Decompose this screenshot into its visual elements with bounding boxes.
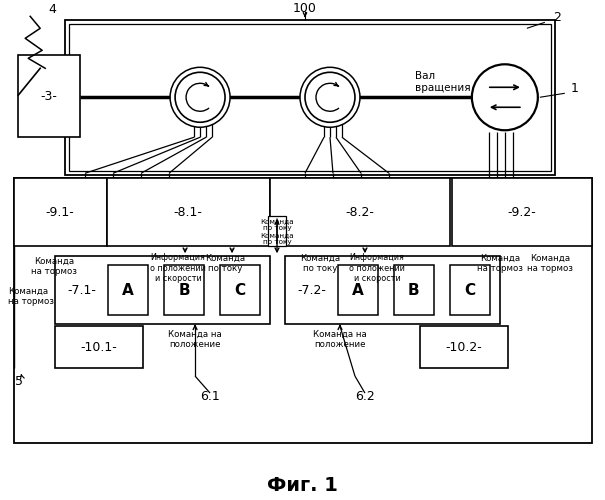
Text: Информация
о положении
и скорости: Информация о положении и скорости — [150, 254, 206, 283]
Text: 1: 1 — [571, 82, 579, 95]
Text: B: B — [178, 282, 190, 298]
Circle shape — [175, 72, 225, 122]
Bar — [164, 265, 204, 315]
Text: -8.2-: -8.2- — [345, 206, 374, 218]
Text: Команда
по току: Команда по току — [300, 254, 340, 273]
Circle shape — [300, 68, 360, 128]
Text: -10.1-: -10.1- — [80, 340, 117, 353]
Text: Команда
по току: Команда по току — [205, 254, 245, 273]
Text: B: B — [408, 282, 420, 298]
Text: -7.1-: -7.1- — [68, 284, 97, 296]
Text: C: C — [235, 282, 246, 298]
Text: 4: 4 — [48, 3, 56, 16]
Text: -9.1-: -9.1- — [46, 206, 74, 218]
Bar — [14, 178, 592, 443]
Bar — [55, 326, 143, 368]
Text: Вал
вращения: Вал вращения — [415, 72, 471, 93]
Bar — [420, 326, 508, 368]
Text: A: A — [352, 282, 364, 298]
Text: -8.1-: -8.1- — [174, 206, 203, 218]
Bar — [69, 24, 551, 171]
Bar — [394, 265, 434, 315]
Text: 5: 5 — [15, 374, 23, 388]
Bar — [450, 265, 490, 315]
Text: 6.1: 6.1 — [200, 390, 220, 402]
Text: Фиг. 1: Фиг. 1 — [267, 476, 338, 494]
Text: A: A — [122, 282, 134, 298]
Circle shape — [472, 64, 538, 130]
Bar — [220, 265, 260, 315]
Text: Команда
на тормоз: Команда на тормоз — [31, 256, 77, 276]
Bar — [108, 265, 148, 315]
Circle shape — [170, 68, 230, 128]
Text: Команда на
положение: Команда на положение — [313, 330, 367, 349]
Bar — [107, 178, 270, 246]
Text: -10.2-: -10.2- — [445, 340, 482, 353]
Bar — [55, 256, 270, 324]
Text: 6.2: 6.2 — [355, 390, 375, 402]
Text: 2: 2 — [553, 11, 561, 24]
Text: -7.2-: -7.2- — [298, 284, 327, 296]
Bar — [14, 178, 107, 246]
Text: Команда
на тормоз: Команда на тормоз — [477, 254, 523, 273]
Bar — [285, 256, 500, 324]
Text: -3-: -3- — [41, 90, 57, 103]
Text: Команда
на тормоз: Команда на тормоз — [527, 254, 573, 273]
Bar — [338, 265, 378, 315]
Bar — [65, 20, 555, 175]
Bar — [452, 178, 592, 246]
Text: C: C — [464, 282, 476, 298]
Text: -9.2-: -9.2- — [508, 206, 536, 218]
Circle shape — [305, 72, 355, 122]
Text: Команда на
положение: Команда на положение — [168, 330, 222, 349]
Bar — [18, 56, 80, 137]
Text: 100: 100 — [293, 2, 317, 15]
Bar — [270, 178, 450, 246]
Circle shape — [180, 78, 220, 118]
Bar — [268, 216, 286, 246]
Text: Команда
по току
Команда
по току: Команда по току Команда по току — [260, 218, 294, 244]
Circle shape — [310, 78, 350, 118]
Text: Информация
о положении
и скорости: Информация о положении и скорости — [349, 254, 405, 283]
Text: Команда
на тормоз: Команда на тормоз — [8, 286, 54, 306]
